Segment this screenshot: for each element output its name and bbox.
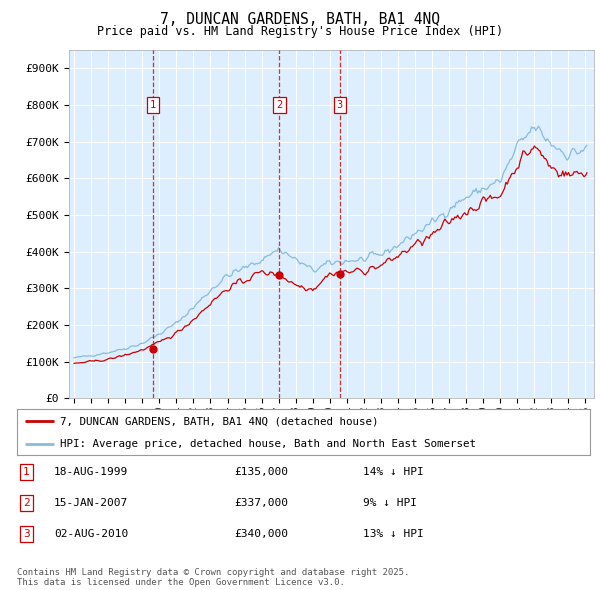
Text: 18-AUG-1999: 18-AUG-1999 [54,467,128,477]
Text: 1: 1 [23,467,30,477]
Text: £337,000: £337,000 [234,498,288,507]
Text: 7, DUNCAN GARDENS, BATH, BA1 4NQ (detached house): 7, DUNCAN GARDENS, BATH, BA1 4NQ (detach… [60,417,378,427]
Text: Price paid vs. HM Land Registry's House Price Index (HPI): Price paid vs. HM Land Registry's House … [97,25,503,38]
Text: 3: 3 [337,100,343,110]
Text: £340,000: £340,000 [234,529,288,539]
Text: 1: 1 [150,100,156,110]
Text: 2: 2 [276,100,283,110]
Text: 7, DUNCAN GARDENS, BATH, BA1 4NQ: 7, DUNCAN GARDENS, BATH, BA1 4NQ [160,12,440,27]
Text: HPI: Average price, detached house, Bath and North East Somerset: HPI: Average price, detached house, Bath… [60,440,476,450]
Text: 9% ↓ HPI: 9% ↓ HPI [363,498,417,507]
Text: 14% ↓ HPI: 14% ↓ HPI [363,467,424,477]
Text: 13% ↓ HPI: 13% ↓ HPI [363,529,424,539]
Text: 15-JAN-2007: 15-JAN-2007 [54,498,128,507]
Text: £135,000: £135,000 [234,467,288,477]
Text: Contains HM Land Registry data © Crown copyright and database right 2025.
This d: Contains HM Land Registry data © Crown c… [17,568,409,587]
Text: 02-AUG-2010: 02-AUG-2010 [54,529,128,539]
Text: 3: 3 [23,529,30,539]
Text: 2: 2 [23,498,30,507]
